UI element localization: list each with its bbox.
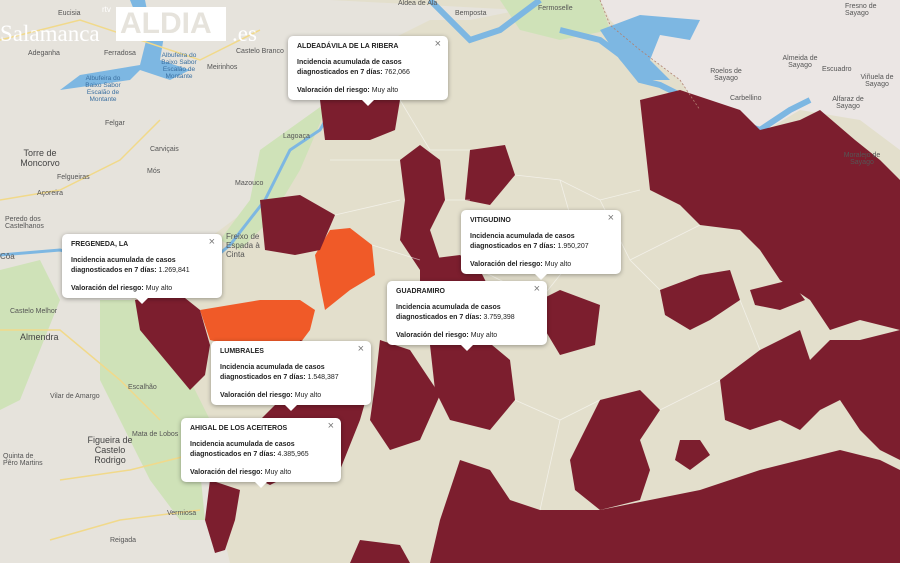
place-label: Fermoselle: [538, 5, 573, 12]
popup-fregeneda: × FREGENEDA, LA Incidencia acumulada de …: [62, 234, 222, 304]
place-label: Albufeira do Baixo Sabor Escalão de Mont…: [85, 75, 121, 103]
incidence-label: Incidencia acumulada de casos diagnostic…: [220, 364, 325, 381]
place-label: Peredo dos Castelhanos: [5, 216, 44, 230]
place-label: Quinta de Pêro Martins: [3, 453, 43, 467]
place-label: Bemposta: [455, 10, 487, 17]
incidence-value: 1.269,841: [158, 267, 190, 274]
close-icon[interactable]: ×: [208, 236, 215, 248]
close-icon[interactable]: ×: [607, 212, 614, 224]
place-label: Açoreira: [37, 190, 64, 197]
place-label: Freixo de Espada à Cinta: [226, 232, 260, 259]
place-label: Escuadro: [822, 66, 852, 73]
place-label: Reigada: [110, 537, 137, 544]
place-label: Moralejo de Sayago: [843, 152, 881, 166]
popup-title: VITIGUDINO: [470, 217, 511, 224]
close-icon[interactable]: ×: [357, 343, 364, 355]
place-label: Carbellino: [730, 95, 762, 102]
place-label: Mata de Lobos: [132, 431, 179, 438]
risk-label: Valoración del riesgo:: [220, 392, 293, 399]
place-label: Côa: [0, 252, 15, 261]
place-label: Castelo Melhor: [10, 308, 58, 315]
risk-label: Valoración del riesgo:: [297, 87, 370, 94]
place-label: Felgar: [105, 120, 125, 127]
risk-label: Valoración del riesgo:: [190, 469, 263, 476]
logo-text: ALDIA: [120, 7, 212, 40]
popup-lumbrales: × LUMBRALES Incidencia acumulada de caso…: [211, 341, 371, 411]
logo-text: rtv: [102, 5, 111, 14]
risk-value: Muy alto: [470, 332, 498, 339]
place-label: Eucisia: [58, 10, 81, 17]
incidence-value: 762,066: [384, 69, 410, 76]
risk-value: Muy alto: [145, 285, 173, 292]
logo-text: .es: [232, 21, 257, 46]
close-icon[interactable]: ×: [434, 38, 441, 50]
place-label: Mazouco: [235, 180, 264, 187]
place-label: Meirinhos: [207, 64, 238, 71]
logo-text: Salamanca: [0, 21, 100, 46]
place-label: Carviçais: [150, 146, 179, 153]
protected-area-green: [0, 0, 610, 520]
logo-box: [116, 7, 226, 41]
risk-label: Valoración del riesgo:: [71, 285, 144, 292]
popup-aldeadavila: × ALDEADÁVILA DE LA RIBERA Incidencia ac…: [288, 36, 448, 106]
place-label: Almendra: [20, 332, 59, 342]
place-label: Roelos de Sayago: [710, 68, 742, 82]
incidence-value: 3.759,398: [483, 314, 515, 321]
incidence-label: Incidencia acumulada de casos diagnostic…: [470, 233, 575, 250]
place-label: Lagoaça: [283, 133, 310, 140]
risk-value: Muy alto: [294, 392, 322, 399]
province-border: [599, 0, 701, 111]
close-icon[interactable]: ×: [327, 420, 334, 432]
popup-vitigudino: × VITIGUDINO Incidencia acumulada de cas…: [461, 210, 621, 280]
popup-title: FREGENEDA, LA: [71, 241, 129, 248]
incidence-label: Incidencia acumulada de casos diagnostic…: [190, 441, 295, 458]
popup-ahigal: × AHIGAL DE LOS ACEITEROS Incidencia acu…: [181, 418, 341, 488]
risk-value: Muy alto: [544, 261, 572, 268]
place-label: Felgueiras: [57, 174, 90, 181]
risk-label: Valoración del riesgo:: [396, 332, 469, 339]
popup-title: GUADRAMIRO: [396, 288, 445, 295]
risk-value: Muy alto: [371, 87, 399, 94]
incidence-value: 4.385,965: [277, 451, 309, 458]
place-label: Ferradosa: [104, 50, 136, 57]
popup-title: ALDEADÁVILA DE LA RIBERA: [297, 43, 399, 50]
municipality-high-risk: [200, 228, 375, 355]
incidence-label: Incidencia acumulada de casos diagnostic…: [396, 304, 501, 321]
place-label: Almeida de Sayago: [782, 55, 818, 69]
risk-value: Muy alto: [264, 469, 292, 476]
place-label: Escalhão: [128, 384, 157, 391]
risk-label: Valoración del riesgo:: [470, 261, 543, 268]
place-label: Adeganha: [28, 50, 60, 57]
place-label: Vilar de Amargo: [50, 393, 100, 400]
place-label: Mós: [147, 168, 161, 175]
incidence-value: 1.950,207: [557, 243, 589, 250]
place-label: Vermiosa: [167, 510, 197, 517]
place-label: Alfaraz de Sayago: [832, 96, 864, 110]
popup-title: LUMBRALES: [220, 348, 264, 355]
place-label: Fresno de Sayago: [845, 3, 877, 17]
incidence-label: Incidencia acumulada de casos diagnostic…: [71, 257, 176, 274]
place-label: Torre de Moncorvo: [20, 148, 60, 168]
place-label: Aldea de Ala: [398, 0, 438, 7]
place-label: Castelo Branco: [236, 48, 284, 55]
close-icon[interactable]: ×: [533, 283, 540, 295]
incidence-value: 1.548,387: [307, 374, 339, 381]
place-label: Figueira de Castelo Rodrigo: [87, 435, 133, 465]
popup-guadramiro: × GUADRAMIRO Incidencia acumulada de cas…: [387, 281, 547, 351]
place-label: Viñuela de Sayago: [860, 74, 894, 88]
incidence-label: Incidencia acumulada de casos diagnostic…: [297, 59, 402, 76]
popup-title: AHIGAL DE LOS ACEITEROS: [190, 425, 288, 432]
place-label: Albufeira do Baixo Sabor Escalão de Mont…: [161, 52, 197, 80]
